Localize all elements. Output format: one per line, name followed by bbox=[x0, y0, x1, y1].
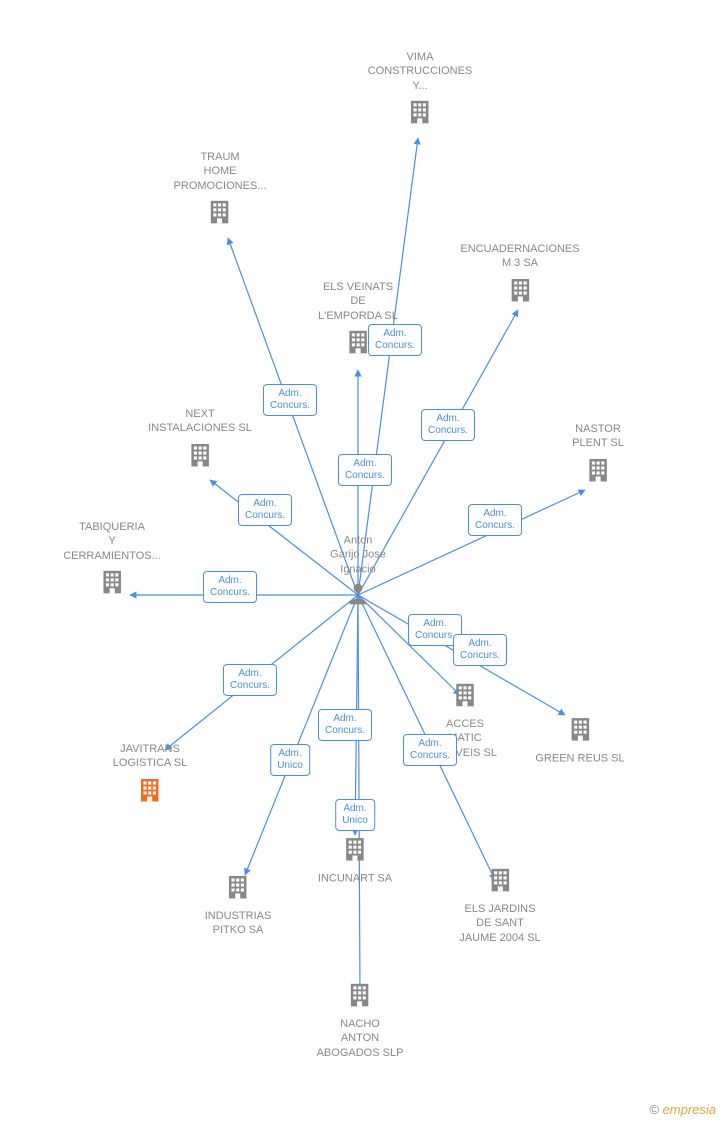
building-icon bbox=[450, 680, 480, 710]
company-label: TABIQUERIAYCERRAMIENTOS... bbox=[63, 520, 161, 563]
edge-line bbox=[358, 138, 418, 595]
building-icon bbox=[185, 440, 215, 470]
company-label: VIMACONSTRUCCIONESY... bbox=[368, 50, 473, 93]
company-label: INCUNART SA bbox=[318, 871, 392, 885]
company-node[interactable]: INCUNART SA bbox=[318, 834, 392, 885]
building-icon bbox=[485, 865, 515, 895]
company-node[interactable]: ENCUADERNACIONESM 3 SA bbox=[460, 242, 579, 308]
edge-label: Adm. Concurs. bbox=[403, 734, 457, 766]
edge-line bbox=[358, 595, 360, 995]
company-label: ENCUADERNACIONESM 3 SA bbox=[460, 242, 579, 271]
building-icon bbox=[583, 455, 613, 485]
company-node[interactable]: NACHOANTONABOGADOS SLP bbox=[317, 980, 404, 1060]
edge-label: Adm. Concurs. bbox=[318, 709, 372, 741]
company-node[interactable]: JAVITRANSLOGISTICA SL bbox=[113, 742, 188, 808]
building-icon bbox=[340, 834, 370, 864]
edge-label: Adm. Concurs. bbox=[203, 571, 257, 603]
company-label: NACHOANTONABOGADOS SLP bbox=[317, 1017, 404, 1060]
company-label: ELS VEINATSDEL'EMPORDA SL bbox=[318, 280, 398, 323]
edge-label: Adm. Concurs. bbox=[368, 324, 422, 356]
company-node[interactable]: TRAUMHOMEPROMOCIONES... bbox=[174, 150, 267, 230]
footer: © empresia bbox=[649, 1102, 716, 1117]
building-icon bbox=[205, 197, 235, 227]
company-label: NEXTINSTALACIONES SL bbox=[148, 407, 252, 436]
copyright-symbol: © bbox=[649, 1102, 659, 1117]
building-icon bbox=[565, 714, 595, 744]
edge-label: Adm. Concurs. bbox=[468, 504, 522, 536]
person-icon bbox=[345, 581, 371, 607]
building-icon bbox=[97, 567, 127, 597]
company-node[interactable]: GREEN REUS SL bbox=[535, 714, 624, 765]
company-label: INDUSTRIASPITKO SA bbox=[205, 909, 272, 938]
edge-label: Adm. Concurs. bbox=[238, 494, 292, 526]
company-label: JAVITRANSLOGISTICA SL bbox=[113, 742, 188, 771]
edge-label: Adm. Concurs. bbox=[223, 664, 277, 696]
company-node[interactable]: TABIQUERIAYCERRAMIENTOS... bbox=[63, 520, 161, 600]
edge-label: Adm. Unico bbox=[335, 799, 375, 831]
edge-label: Adm. Concurs. bbox=[338, 454, 392, 486]
building-icon bbox=[223, 872, 253, 902]
center-node[interactable] bbox=[345, 581, 371, 610]
edge-label: Adm. Concurs. bbox=[421, 409, 475, 441]
network-diagram: Anton Garijo Jose Ignacio VIMACONSTRUCCIO… bbox=[0, 0, 728, 1125]
brand-name: empresia bbox=[663, 1102, 716, 1117]
center-node-label: Anton Garijo Jose Ignacio bbox=[330, 534, 386, 577]
building-icon bbox=[505, 275, 535, 305]
company-node[interactable]: NEXTINSTALACIONES SL bbox=[148, 407, 252, 473]
company-node[interactable]: INDUSTRIASPITKO SA bbox=[205, 872, 272, 938]
building-icon bbox=[135, 775, 165, 805]
building-icon bbox=[345, 980, 375, 1010]
company-label: NASTORPLENT SL bbox=[572, 422, 624, 451]
company-label: ELS JARDINSDE SANTJAUME 2004 SL bbox=[459, 902, 540, 945]
company-label: GREEN REUS SL bbox=[535, 751, 624, 765]
company-node[interactable]: NASTORPLENT SL bbox=[572, 422, 624, 488]
edge-label: Adm. Concurs. bbox=[263, 384, 317, 416]
company-node[interactable]: VIMACONSTRUCCIONESY... bbox=[368, 50, 473, 130]
edge-label: Adm. Concurs. bbox=[453, 634, 507, 666]
edge-label: Adm. Unico bbox=[270, 744, 310, 776]
company-node[interactable]: ELS JARDINSDE SANTJAUME 2004 SL bbox=[459, 865, 540, 945]
building-icon bbox=[405, 97, 435, 127]
company-label: TRAUMHOMEPROMOCIONES... bbox=[174, 150, 267, 193]
